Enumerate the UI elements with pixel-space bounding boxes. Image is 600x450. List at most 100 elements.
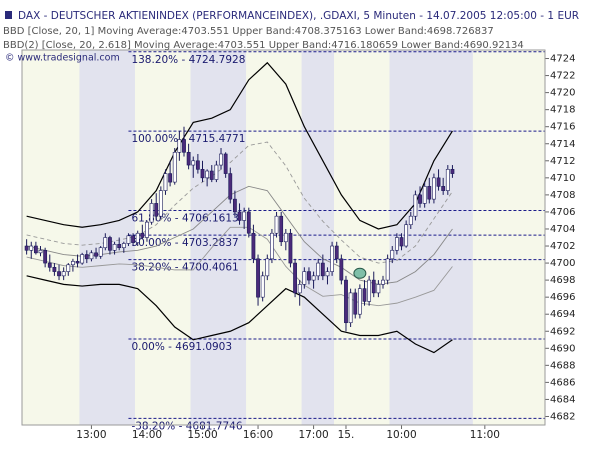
indicator-line — [26, 61, 453, 230]
y-tick-label: 4710 — [550, 173, 575, 184]
fib-label: 138.20% - 4724.7928 — [131, 54, 245, 66]
candle-body — [302, 271, 307, 285]
candle-body — [385, 258, 390, 281]
y-tick-label: 4692 — [550, 326, 575, 337]
candle-body — [158, 190, 163, 217]
candle-body — [270, 232, 274, 260]
candle-body — [371, 279, 376, 294]
candle-body — [399, 237, 404, 247]
x-tick-label: 14:00 — [132, 429, 162, 441]
x-tick-label: 13:00 — [76, 429, 106, 441]
stripe — [190, 50, 247, 425]
indicator-line — [26, 226, 453, 307]
candle-body — [66, 264, 71, 272]
candle-body — [251, 232, 256, 260]
candle-body — [404, 224, 409, 247]
candle-body — [394, 237, 399, 251]
candle-body — [233, 198, 237, 213]
candle-body — [149, 203, 154, 223]
y-tick-label: 4722 — [550, 71, 575, 82]
candle-body — [195, 160, 200, 170]
candle-body — [126, 235, 131, 244]
fib-label: 38.20% - 4700.4061 — [131, 262, 238, 274]
y-tick-label: 4716 — [550, 122, 575, 133]
candle-body — [131, 235, 135, 243]
fib-label: 50.00% - 4703.2837 — [131, 237, 238, 249]
y-tick-label: 4724 — [550, 54, 575, 65]
candle-body — [223, 153, 228, 174]
candle-body — [75, 261, 80, 264]
candle-body — [334, 245, 339, 260]
y-tick-label: 4720 — [550, 88, 575, 99]
y-tick-label: 4686 — [550, 377, 575, 388]
candle-body — [339, 258, 344, 281]
candle-body — [344, 279, 348, 324]
y-tick-label: 4714 — [550, 139, 575, 150]
candle-body — [228, 173, 233, 200]
candle-body — [103, 237, 108, 249]
candle-body — [71, 261, 75, 266]
candle-body — [279, 215, 284, 243]
candle-body — [441, 186, 446, 191]
candle-body — [432, 177, 436, 200]
candle-body — [307, 271, 311, 281]
candle-body — [24, 245, 29, 251]
candle-body — [89, 252, 94, 260]
candle-body — [265, 258, 270, 277]
candle-body — [274, 215, 279, 234]
indicator-line — [26, 275, 453, 354]
candle-body — [413, 194, 418, 217]
indicator-legend: BBD(2) [Close, 20, 2.618] Moving Average… — [3, 40, 524, 51]
candle-body — [408, 215, 413, 226]
candle-body — [436, 177, 441, 187]
title: DAX - DEUTSCHER AKTIENINDEX (PERFORMANCE… — [18, 10, 579, 22]
candle-body — [135, 232, 140, 243]
candle-body — [140, 232, 145, 238]
signal-marker — [353, 267, 367, 279]
candle-body — [445, 169, 450, 191]
y-tick-label: 4696 — [550, 292, 575, 303]
y-tick-label: 4684 — [550, 394, 575, 405]
candle-body — [316, 262, 321, 277]
y-tick-label: 4698 — [550, 275, 575, 286]
candle-body — [98, 247, 103, 257]
x-tick-label: 15. — [338, 429, 355, 441]
candle-body — [450, 169, 455, 174]
y-tick-label: 4704 — [550, 224, 575, 235]
candle-body — [168, 173, 173, 183]
fib-label: 100.00% - 4715.4771 — [131, 133, 245, 145]
stripe — [301, 50, 334, 425]
candle-body — [47, 262, 52, 268]
candle-body — [154, 203, 159, 217]
candle-body — [283, 232, 288, 243]
plot-area: 13:00 14:00 15:00 16:00 17:00 15. 10:00 11:00 46… — [22, 50, 575, 441]
candle-body — [297, 284, 302, 294]
candle-body — [320, 262, 325, 277]
candle-body — [288, 232, 293, 264]
indicator-legend: BBD [Close, 20, 1] Moving Average:4703.5… — [3, 26, 494, 37]
candle-body — [427, 186, 432, 200]
candle-body — [200, 169, 205, 179]
candle-body — [145, 221, 149, 238]
candle-body — [43, 249, 48, 264]
fib-label: -38.20% - 4681.7746 — [131, 420, 242, 432]
candle-body — [256, 258, 260, 298]
candle-body — [293, 262, 297, 294]
candle-body — [38, 249, 43, 254]
y-tick-label: 4700 — [550, 258, 575, 269]
candle-body — [376, 284, 381, 294]
candle-body — [172, 151, 177, 183]
candle-body — [108, 237, 112, 251]
candle-body — [177, 139, 182, 153]
candle-body — [367, 279, 372, 302]
candle-body — [242, 211, 247, 221]
x-tick-label: 16:00 — [243, 429, 273, 441]
candle-body — [219, 153, 223, 166]
indicator-line — [26, 141, 453, 264]
candle-body — [422, 186, 427, 204]
candle-body — [353, 292, 358, 315]
y-tick-label: 4688 — [550, 360, 575, 371]
fib-label: 61.80% - 4706.1613 — [131, 213, 238, 225]
candle-body — [112, 244, 117, 251]
